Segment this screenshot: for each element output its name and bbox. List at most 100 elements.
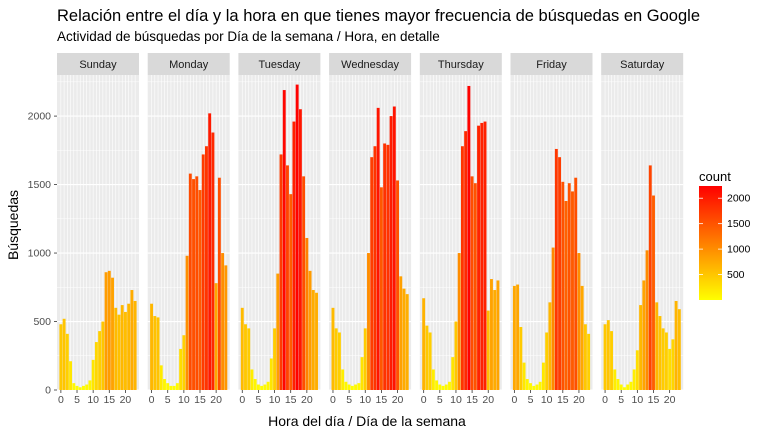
x-tick-label: 10	[450, 394, 462, 406]
bar	[98, 331, 102, 390]
bar	[554, 148, 558, 390]
x-tick-label: 5	[255, 394, 261, 406]
bar	[111, 277, 114, 390]
bar	[652, 195, 655, 390]
bar	[571, 191, 574, 390]
bar	[175, 383, 179, 390]
bar	[244, 324, 247, 390]
bar	[82, 385, 85, 390]
bar	[188, 173, 192, 390]
bar	[480, 122, 484, 390]
x-tick-label: 15	[648, 394, 660, 406]
bar	[444, 384, 448, 390]
bar	[467, 85, 471, 391]
bar	[457, 253, 461, 390]
y-tick-label: 500	[33, 316, 51, 328]
bar	[117, 314, 121, 390]
x-tick-label: 20	[573, 394, 585, 406]
bar	[123, 311, 127, 390]
bar	[483, 121, 487, 390]
bar	[535, 384, 539, 390]
bar	[69, 361, 73, 390]
x-tick-label: 0	[421, 394, 427, 406]
bar	[367, 253, 370, 390]
bar	[648, 165, 652, 390]
bar	[674, 300, 678, 390]
bar	[370, 157, 374, 390]
bar	[473, 183, 477, 390]
y-axis-ticks: 0 500 1000 1500 2000	[28, 111, 57, 397]
bar	[88, 380, 92, 390]
bar	[59, 324, 63, 390]
bar	[253, 379, 257, 390]
x-tick-label: 0	[58, 394, 64, 406]
x-tick-label: 5	[74, 394, 80, 406]
facet-strip-label: Monday	[169, 59, 209, 71]
bar	[496, 280, 500, 390]
x-tick-label: 10	[359, 394, 371, 406]
bar	[405, 294, 409, 390]
bar	[516, 284, 520, 390]
x-axis-title: Hora del día / Día de la semana	[268, 413, 466, 429]
bar	[315, 292, 318, 390]
facet-strip	[510, 53, 593, 75]
bar	[645, 250, 649, 390]
bar	[661, 328, 665, 390]
bar	[655, 302, 659, 390]
bar	[613, 369, 617, 390]
bar	[622, 387, 626, 390]
bar	[344, 381, 348, 390]
bar	[224, 265, 228, 390]
bar	[583, 324, 587, 390]
bar	[392, 106, 396, 390]
facet-strip	[329, 53, 412, 75]
bar	[282, 90, 286, 390]
bar	[250, 369, 254, 390]
x-tick-label: 20	[664, 394, 676, 406]
bar	[360, 357, 364, 390]
bar	[538, 381, 542, 390]
bar	[120, 305, 124, 390]
bar	[305, 237, 309, 390]
bar	[331, 307, 335, 390]
bar	[214, 283, 218, 390]
facet-strip	[147, 53, 230, 75]
x-tick-label: 0	[149, 394, 155, 406]
y-tick-label: 1000	[28, 248, 52, 260]
bar	[383, 143, 387, 390]
bar	[635, 350, 639, 390]
facet-panel-friday: Friday 0 5 10 15 20	[510, 53, 593, 406]
chart-title: Relación entre el día y la hora en que t…	[57, 7, 700, 25]
legend-colorbar	[699, 186, 722, 300]
bar	[198, 190, 202, 390]
bar	[470, 176, 474, 390]
bar	[192, 179, 195, 390]
bar	[133, 300, 137, 390]
bar	[286, 165, 289, 390]
x-tick-label: 10	[632, 394, 644, 406]
bar	[78, 387, 82, 390]
bar	[295, 84, 299, 390]
x-tick-label: 5	[346, 394, 352, 406]
bar	[153, 316, 157, 390]
bar	[289, 194, 293, 390]
bar	[441, 385, 445, 390]
x-tick-label: 20	[301, 394, 313, 406]
bar	[558, 157, 562, 390]
x-tick-label: 5	[528, 394, 534, 406]
bar	[337, 332, 341, 390]
bar	[629, 381, 633, 390]
bar	[347, 384, 351, 390]
bar	[85, 384, 89, 390]
facet-panel-thursday: Thursday 0 5 10 15 20	[419, 53, 502, 406]
bar	[548, 302, 552, 390]
bar	[150, 303, 154, 390]
legend-tick-label: 2000	[727, 193, 751, 205]
bar	[532, 385, 536, 390]
x-tick-label: 20	[392, 394, 404, 406]
bar	[519, 327, 523, 390]
x-tick-label: 15	[557, 394, 569, 406]
bar	[363, 328, 367, 390]
bar	[551, 247, 555, 390]
